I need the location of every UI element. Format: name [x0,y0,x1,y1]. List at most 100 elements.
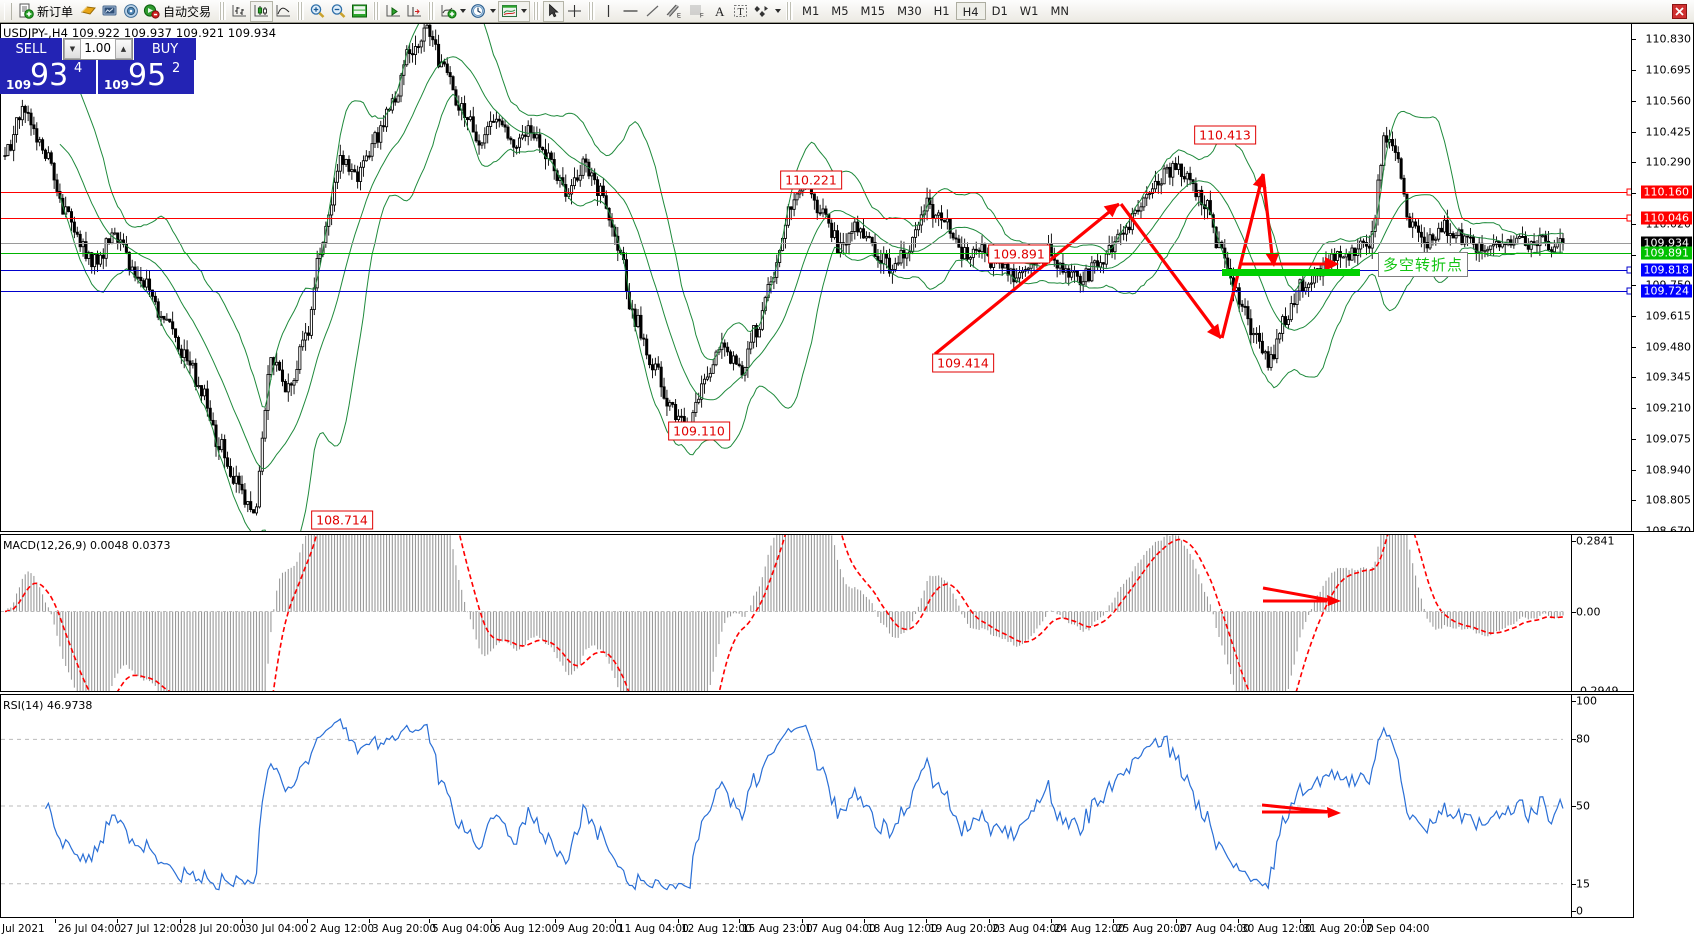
timeframe-mn[interactable]: MN [1050,4,1069,18]
price-annotation[interactable]: 109.891 [988,244,1050,264]
trend-line-icon[interactable] [642,1,663,22]
price-annotation[interactable]: 108.714 [311,510,373,530]
time-axis-tick [1300,919,1301,923]
auto-trading-button[interactable]: 自动交易 [141,1,216,22]
period-clock-icon[interactable] [468,1,498,22]
arrows-shapes-icon[interactable] [751,1,783,22]
volume-field[interactable]: ▼ 1.00 ▲ [63,38,133,60]
buy-button[interactable]: BUY [134,38,196,60]
toolbar-grip[interactable] [4,2,12,20]
price-tick-mark [1632,346,1636,348]
price-tick-label: 110.560 [1645,94,1692,108]
timeframe-h4[interactable]: H4 [955,2,986,20]
timeframe-m1[interactable]: M1 [802,4,820,18]
price-annotation[interactable]: 109.414 [932,353,994,373]
text-box-icon[interactable]: T [730,1,751,22]
chevron-down-icon[interactable] [775,9,782,13]
time-axis-label: 15 Aug 23:00 [742,923,813,935]
add-indicator-icon[interactable] [438,1,468,22]
macd-pane[interactable]: 0.2841 0.00 -0.2949 MACD(12,26,9) 0.0048 0… [0,534,1634,692]
text-label-icon[interactable]: A [709,1,730,22]
trend-arrow-annotation[interactable] [933,173,1339,356]
line-chart-icon[interactable] [273,1,294,22]
terminal-icon[interactable] [99,1,120,22]
sell-price-main: 93 [30,58,69,93]
green-support-zone[interactable] [1222,269,1360,276]
zoom-in-icon[interactable] [307,1,328,22]
rsi-pane[interactable]: 100 80 50 15 0 RSI(14) 46.9738 [0,694,1634,918]
current-price-label[interactable]: 109.724 [1640,284,1692,298]
chevron-down-icon[interactable] [521,9,528,13]
timeframe-m5[interactable]: M5 [831,4,849,18]
price-axis[interactable]: 110.830 110.695 110.560 110.425 110.290 110.1… [1631,24,1693,531]
timeframe-m15[interactable]: M15 [860,4,886,18]
gold-shape-icon[interactable] [78,1,99,22]
equidistant-channel-icon[interactable]: E [663,1,686,22]
auto-scroll-icon[interactable] [404,1,425,22]
crosshair-icon[interactable] [564,1,585,22]
horizontal-line-resistance-2[interactable] [1,217,1633,219]
zoom-out-icon[interactable] [328,1,349,22]
current-price-label[interactable]: 110.046 [1640,211,1692,225]
time-axis-tick [1238,919,1239,923]
price-annotation[interactable]: 109.110 [668,421,730,441]
horizontal-line-icon[interactable] [619,1,642,22]
horizontal-line-support-green[interactable] [1,253,1633,255]
sell-button[interactable]: SELL [0,38,62,60]
timeframe-w1[interactable]: W1 [1019,4,1039,18]
rsi-line [44,717,1564,891]
fibonacci-icon[interactable]: F [686,1,709,22]
horizontal-line-resistance-1[interactable] [1,191,1633,193]
cursor-arrow-icon[interactable] [543,0,565,22]
price-annotation[interactable]: 110.221 [780,170,842,190]
current-price-label[interactable]: 109.934 [1640,236,1692,250]
volume-increment-button[interactable]: ▲ [115,39,132,59]
bollinger-bands-group [59,24,1564,531]
timeframe-m30[interactable]: M30 [897,4,922,18]
one-click-trading-panel[interactable]: SELL ▼ 1.00 ▲ BUY 109 93 4 109 95 2 [0,38,196,94]
chevron-down-icon[interactable] [490,9,497,13]
price-annotation[interactable]: 110.413 [1194,125,1256,145]
current-price-label[interactable]: 109.891 [1640,246,1692,260]
price-chart-pane[interactable]: 110.830 110.695 110.560 110.425 110.290 110.1… [0,23,1694,532]
time-axis-tick [117,919,118,923]
chevron-down-icon[interactable] [460,9,467,13]
time-axis-tick [864,919,865,923]
chinese-note-label[interactable]: 多空转折点 [1378,252,1469,277]
toolbar-separator [786,2,794,20]
price-tick-label: 109.345 [1645,370,1692,384]
bar-chart-icon[interactable] [229,1,250,22]
time-axis-label: Jul 2021 [2,923,45,935]
rsi-axis: 100 80 50 15 0 [1571,695,1633,917]
vertical-line-icon[interactable] [598,1,619,22]
timeframe-d1[interactable]: D1 [991,4,1008,18]
horizontal-line-bid-line[interactable] [1,243,1633,245]
current-price-label[interactable]: 109.818 [1640,263,1692,277]
time-axis-tick [1363,919,1364,923]
macd-arrow-annotation[interactable] [1262,586,1341,606]
price-tick-mark [1632,500,1636,502]
sell-price-display[interactable]: 109 93 4 [0,58,96,94]
buy-price-display[interactable]: 109 95 2 [98,59,194,94]
signal-icon[interactable] [120,1,141,22]
rsi-tick-label: 80 [1576,732,1590,746]
time-axis-tick [242,919,243,923]
price-chart-canvas[interactable] [1,24,1633,531]
templates-icon[interactable] [498,0,531,22]
timeframe-h1[interactable]: H1 [933,4,950,18]
horizontal-line-support-blue-2[interactable] [1,291,1633,293]
price-tick-label: 110.425 [1645,125,1692,139]
close-chart-icon[interactable] [1669,1,1690,22]
tile-windows-icon[interactable] [349,1,370,22]
current-price-label[interactable]: 110.160 [1640,185,1692,199]
time-axis-label: 28 Jul 20:00 [183,923,246,935]
rsi-arrow-annotation[interactable] [1261,803,1341,818]
new-order-button[interactable]: 新订单 [16,1,78,22]
volume-value[interactable]: 1.00 [84,41,111,55]
horizontal-line-support-blue-1[interactable] [1,269,1633,271]
volume-decrement-button[interactable]: ▼ [64,39,81,59]
candlestick-chart-icon[interactable] [250,0,274,22]
price-tick-mark [1632,377,1636,379]
shift-chart-icon[interactable] [383,1,404,22]
time-axis-label: 17 Aug 04:00 [805,923,876,935]
